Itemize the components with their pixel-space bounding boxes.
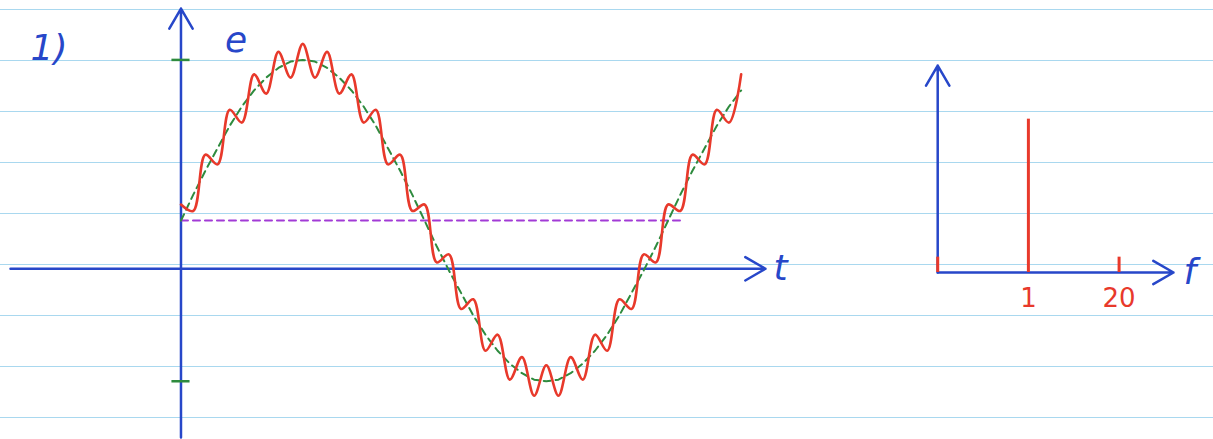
svg-text:20: 20 — [1103, 283, 1136, 313]
svg-text:t: t — [774, 247, 790, 288]
svg-text:1): 1) — [31, 27, 68, 68]
svg-text:f: f — [1184, 251, 1202, 292]
svg-text:e: e — [225, 19, 247, 60]
svg-text:1: 1 — [1020, 283, 1037, 313]
